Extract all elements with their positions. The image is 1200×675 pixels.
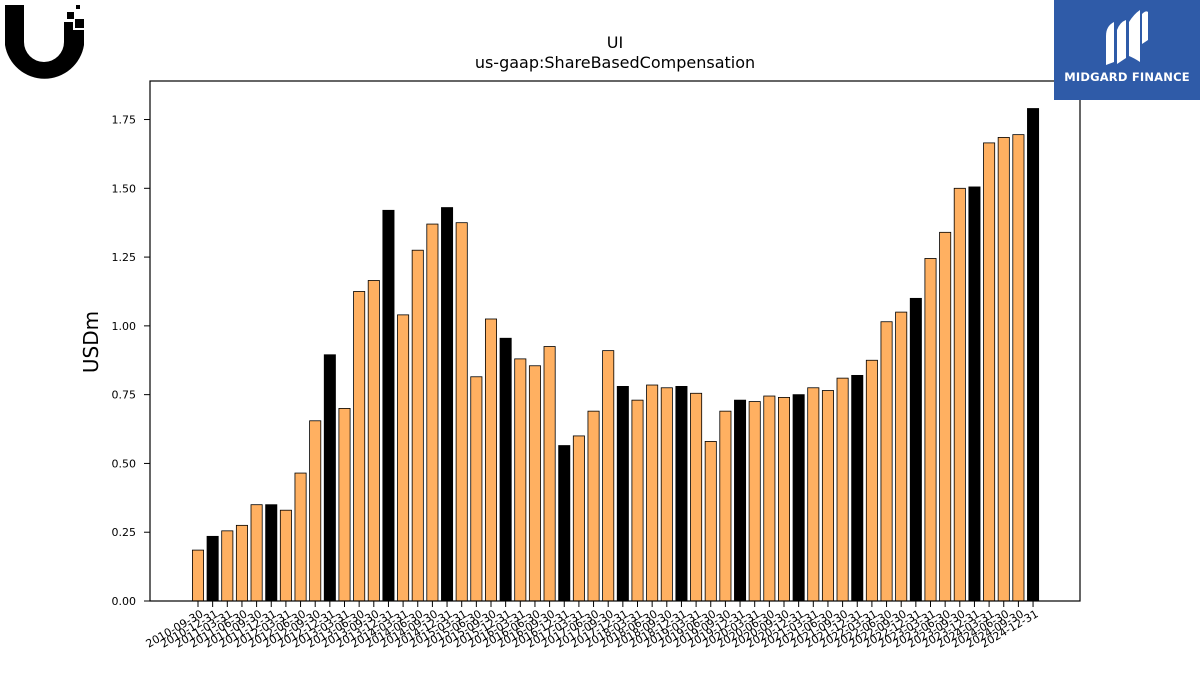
y-tick-label: 0.50 xyxy=(112,457,137,470)
bar-2022-03-31 xyxy=(865,359,878,602)
bar-2017-06-30 xyxy=(587,410,600,602)
bar-2017-12-31 xyxy=(616,385,629,602)
bar-2011-09-30 xyxy=(250,504,263,602)
bar-2023-12-31 xyxy=(968,186,981,602)
bar-2013-03-31 xyxy=(338,408,351,602)
bar-2015-09-30 xyxy=(484,318,497,602)
bar-2014-12-31 xyxy=(441,207,454,602)
bar-2015-06-30 xyxy=(470,376,483,602)
brand-name: MIDGARD FINANCE xyxy=(1064,70,1190,84)
y-tick-label: 0.00 xyxy=(112,595,137,608)
ubiquiti-u-logo xyxy=(5,5,84,79)
bar-2014-06-30 xyxy=(411,249,424,602)
axes-frame xyxy=(149,80,1081,602)
bar-2020-12-31 xyxy=(792,394,805,602)
bar-2023-09-30 xyxy=(953,187,966,602)
bar-2011-12-31 xyxy=(265,504,278,602)
bar-2018-03-31 xyxy=(631,399,644,602)
bar-2013-12-31 xyxy=(382,209,395,602)
bar-2024-06-30 xyxy=(997,136,1010,602)
bar-2016-03-31 xyxy=(514,358,527,602)
bar-2019-09-30 xyxy=(719,410,732,602)
bar-2022-06-30 xyxy=(880,321,893,602)
y-tick-label: 1.50 xyxy=(112,182,137,195)
bar-2012-12-31 xyxy=(323,354,336,602)
bar-2011-03-31 xyxy=(221,530,234,602)
bar-2023-03-31 xyxy=(924,258,937,602)
bar-2012-03-31 xyxy=(279,509,292,602)
bar-2010-12-31 xyxy=(206,535,219,602)
bar-2021-06-30 xyxy=(821,390,834,602)
chart-title: UI xyxy=(607,33,623,52)
bar-2016-09-30 xyxy=(543,346,556,602)
bar-2017-09-30 xyxy=(602,350,615,602)
bar-2019-06-30 xyxy=(704,441,717,602)
bar-2017-03-31 xyxy=(572,435,585,602)
chart-subtitle: us-gaap:ShareBasedCompensation xyxy=(475,53,755,72)
bar-2016-06-30 xyxy=(528,365,541,602)
bar-2018-12-31 xyxy=(675,385,688,602)
y-tick-label: 0.75 xyxy=(112,389,137,402)
bar-2016-12-31 xyxy=(558,445,571,602)
bar-2010-09-30 xyxy=(191,549,204,602)
bar-2024-12-31 xyxy=(1027,108,1040,602)
midgard-finance-logo-icon xyxy=(1106,10,1148,65)
bar-2012-09-30 xyxy=(309,420,322,602)
bar-2020-09-30 xyxy=(778,396,791,602)
midgard-finance-brand: MIDGARD FINANCE xyxy=(1054,0,1200,100)
bar-2021-03-31 xyxy=(807,387,820,602)
y-tick-label: 0.25 xyxy=(112,526,137,539)
bar-2024-09-30 xyxy=(1012,134,1025,602)
y-axis-label: USDm xyxy=(79,311,103,373)
bar-2018-06-30 xyxy=(646,384,659,602)
bar-2013-09-30 xyxy=(367,280,380,602)
bar-2020-03-31 xyxy=(748,401,761,602)
bar-2019-12-31 xyxy=(734,399,747,602)
bar-2022-09-30 xyxy=(895,311,908,602)
bar-2011-06-30 xyxy=(235,524,248,602)
bar-2019-03-31 xyxy=(690,392,703,602)
bar-2024-03-31 xyxy=(983,142,996,602)
bar-2022-12-31 xyxy=(909,297,922,602)
y-tick-label: 1.25 xyxy=(112,251,137,264)
bar-2012-06-30 xyxy=(294,472,307,602)
bar-2020-06-30 xyxy=(763,395,776,602)
y-tick-label: 1.75 xyxy=(112,114,137,127)
bar-2013-06-30 xyxy=(353,291,366,602)
bar-2015-12-31 xyxy=(499,337,512,602)
bar-2021-12-31 xyxy=(851,374,864,602)
bar-2014-03-31 xyxy=(397,314,410,602)
y-tick-label: 1.00 xyxy=(112,320,137,333)
plot-area: 0.000.250.500.751.001.251.501.752010-09-… xyxy=(112,80,1081,651)
bar-2023-06-30 xyxy=(939,231,952,602)
bar-2014-09-30 xyxy=(426,223,439,602)
bar-2015-03-31 xyxy=(455,222,468,602)
bar-2021-09-30 xyxy=(836,377,849,602)
bar-2018-09-30 xyxy=(660,387,673,602)
